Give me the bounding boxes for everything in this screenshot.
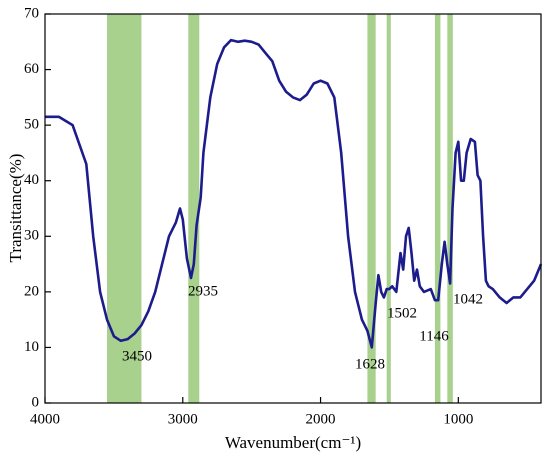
x-tick-label: 3000 — [168, 411, 198, 427]
peak-label: 1146 — [419, 328, 449, 344]
y-tick-label: 50 — [24, 117, 39, 133]
x-tick-label: 2000 — [306, 411, 336, 427]
x-tick-label: 4000 — [30, 411, 60, 427]
peak-label: 1628 — [355, 356, 385, 372]
x-tick-label: 1000 — [443, 411, 473, 427]
y-tick-label: 40 — [24, 172, 39, 188]
absorption-band — [107, 14, 142, 403]
peak-label: 2935 — [188, 283, 218, 299]
y-tick-label: 70 — [24, 5, 39, 21]
absorption-band — [386, 14, 391, 403]
y-tick-label: 20 — [24, 283, 39, 299]
spectrum-line — [45, 38, 543, 349]
x-axis-label: Wavenumber(cm⁻¹) — [225, 433, 361, 452]
y-tick-label: 0 — [32, 394, 40, 410]
y-tick-label: 30 — [24, 228, 39, 244]
absorption-band — [447, 14, 453, 403]
y-axis-label: Transittance(%) — [6, 154, 25, 263]
peak-label: 1042 — [453, 291, 483, 307]
peak-label: 3450 — [122, 348, 152, 364]
plot-frame — [44, 13, 542, 404]
absorption-band — [188, 14, 200, 403]
peak-label: 1502 — [387, 305, 417, 321]
y-tick-label: 60 — [24, 61, 39, 77]
absorption-band — [367, 14, 376, 403]
y-tick-label: 10 — [24, 339, 39, 355]
absorption-band — [434, 14, 441, 403]
